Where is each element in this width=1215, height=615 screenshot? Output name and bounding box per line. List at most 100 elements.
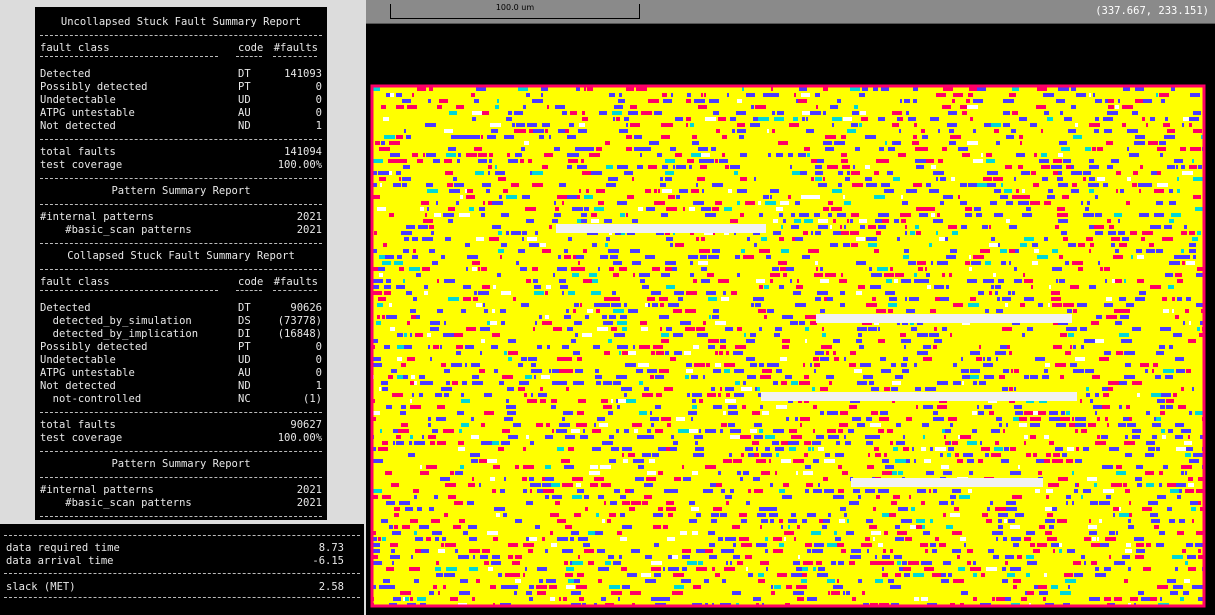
- cell-pattern: [852, 417, 861, 421]
- cell-pattern: [481, 423, 485, 427]
- cell-pattern: [991, 429, 1000, 433]
- cell-pattern: [713, 405, 722, 409]
- cell-pattern: [511, 183, 519, 187]
- fault-code: DT: [238, 68, 251, 80]
- cell-pattern: [818, 567, 825, 571]
- cell-pattern: [771, 87, 773, 91]
- cell-pattern: [933, 171, 944, 175]
- cell-pattern: [1059, 141, 1067, 145]
- cell-pattern: [775, 447, 784, 451]
- cell-pattern: [860, 363, 871, 367]
- cell-pattern: [720, 339, 726, 343]
- cell-pattern: [1132, 111, 1138, 115]
- cell-pattern: [1041, 165, 1050, 169]
- cell-pattern: [1099, 519, 1102, 523]
- report-line: Pattern Summary Report: [40, 185, 322, 198]
- cell-pattern: [806, 117, 808, 121]
- cell-pattern: [692, 399, 696, 403]
- cell-pattern: [1018, 165, 1023, 169]
- cell-pattern: [952, 441, 958, 445]
- cell-pattern: [692, 405, 697, 409]
- cell-pattern: [862, 87, 868, 91]
- cell-pattern: [916, 207, 923, 211]
- cell-pattern: [582, 111, 585, 115]
- cell-pattern: [832, 123, 834, 127]
- cell-pattern: [779, 237, 784, 241]
- cell-pattern: [390, 93, 394, 97]
- cell-pattern: [1003, 429, 1005, 433]
- cell-pattern: [542, 165, 548, 169]
- chip-layout-canvas[interactable]: [366, 24, 1215, 615]
- cell-pattern: [1037, 543, 1047, 547]
- cell-pattern: [919, 213, 928, 217]
- cell-pattern: [968, 489, 972, 493]
- cell-pattern: [482, 549, 490, 553]
- cell-pattern: [952, 489, 961, 493]
- cell-pattern: [666, 447, 670, 451]
- cell-pattern: [437, 309, 443, 313]
- cell-pattern: [798, 555, 800, 559]
- cell-pattern: [679, 189, 688, 193]
- cell-pattern: [529, 477, 534, 481]
- cell-pattern: [1185, 453, 1191, 457]
- cell-pattern: [372, 87, 380, 91]
- cell-pattern: [446, 567, 457, 571]
- cell-pattern: [668, 303, 679, 307]
- cell-pattern: [439, 99, 448, 103]
- cell-pattern: [422, 237, 433, 241]
- cell-pattern: [536, 423, 543, 427]
- fault-report-terminal[interactable]: Uncollapsed Stuck Fault Summary Report fa…: [35, 7, 327, 520]
- cell-pattern: [1012, 87, 1019, 91]
- cell-pattern: [705, 429, 716, 433]
- cell-pattern: [1075, 483, 1077, 487]
- cell-pattern: [1168, 285, 1174, 289]
- cell-pattern: [667, 423, 671, 427]
- col-faults: #faults: [273, 42, 318, 54]
- cell-pattern: [689, 501, 695, 505]
- cell-pattern: [532, 267, 538, 271]
- cell-pattern: [969, 267, 972, 271]
- cell-pattern: [671, 207, 677, 211]
- cell-pattern: [708, 297, 717, 301]
- cell-pattern: [986, 153, 992, 157]
- fault-code: ND: [238, 380, 251, 392]
- cell-pattern: [1190, 93, 1200, 97]
- fault-code: UD: [238, 94, 251, 106]
- cell-pattern: [900, 99, 902, 103]
- cell-pattern: [559, 597, 561, 601]
- cell-pattern: [544, 153, 553, 157]
- cell-pattern: [732, 129, 735, 133]
- cell-pattern: [1196, 273, 1204, 277]
- timing-slack-terminal[interactable]: data required time 8.73 data arrival time -…: [0, 524, 364, 615]
- cell-pattern: [1069, 423, 1075, 427]
- cell-pattern: [1150, 225, 1161, 229]
- cell-pattern: [841, 549, 846, 553]
- cell-pattern: [514, 591, 517, 595]
- cell-pattern: [839, 519, 845, 523]
- cell-pattern: [915, 147, 920, 151]
- cell-pattern: [748, 573, 753, 577]
- cell-pattern: [953, 381, 961, 385]
- cell-pattern: [751, 303, 754, 307]
- divider: [40, 412, 322, 413]
- cell-pattern: [568, 237, 572, 241]
- cell-pattern: [394, 513, 399, 517]
- cell-pattern: [530, 441, 534, 445]
- cell-pattern: [1139, 291, 1146, 295]
- cell-pattern: [830, 225, 832, 229]
- cell-pattern: [751, 105, 754, 109]
- cell-pattern: [1148, 447, 1155, 451]
- cell-pattern: [468, 483, 475, 487]
- cell-pattern: [461, 423, 469, 427]
- cell-pattern: [811, 231, 813, 235]
- cell-pattern: [961, 225, 967, 229]
- cell-pattern: [758, 117, 769, 121]
- cell-pattern: [817, 573, 828, 577]
- cell-pattern: [728, 405, 737, 409]
- cell-pattern: [777, 111, 784, 115]
- cell-pattern: [420, 465, 422, 469]
- cell-pattern: [526, 501, 533, 505]
- cell-pattern: [750, 123, 760, 127]
- cell-pattern: [917, 351, 928, 355]
- layout-viewer[interactable]: 100.0 um (337.667, 233.151): [366, 0, 1215, 615]
